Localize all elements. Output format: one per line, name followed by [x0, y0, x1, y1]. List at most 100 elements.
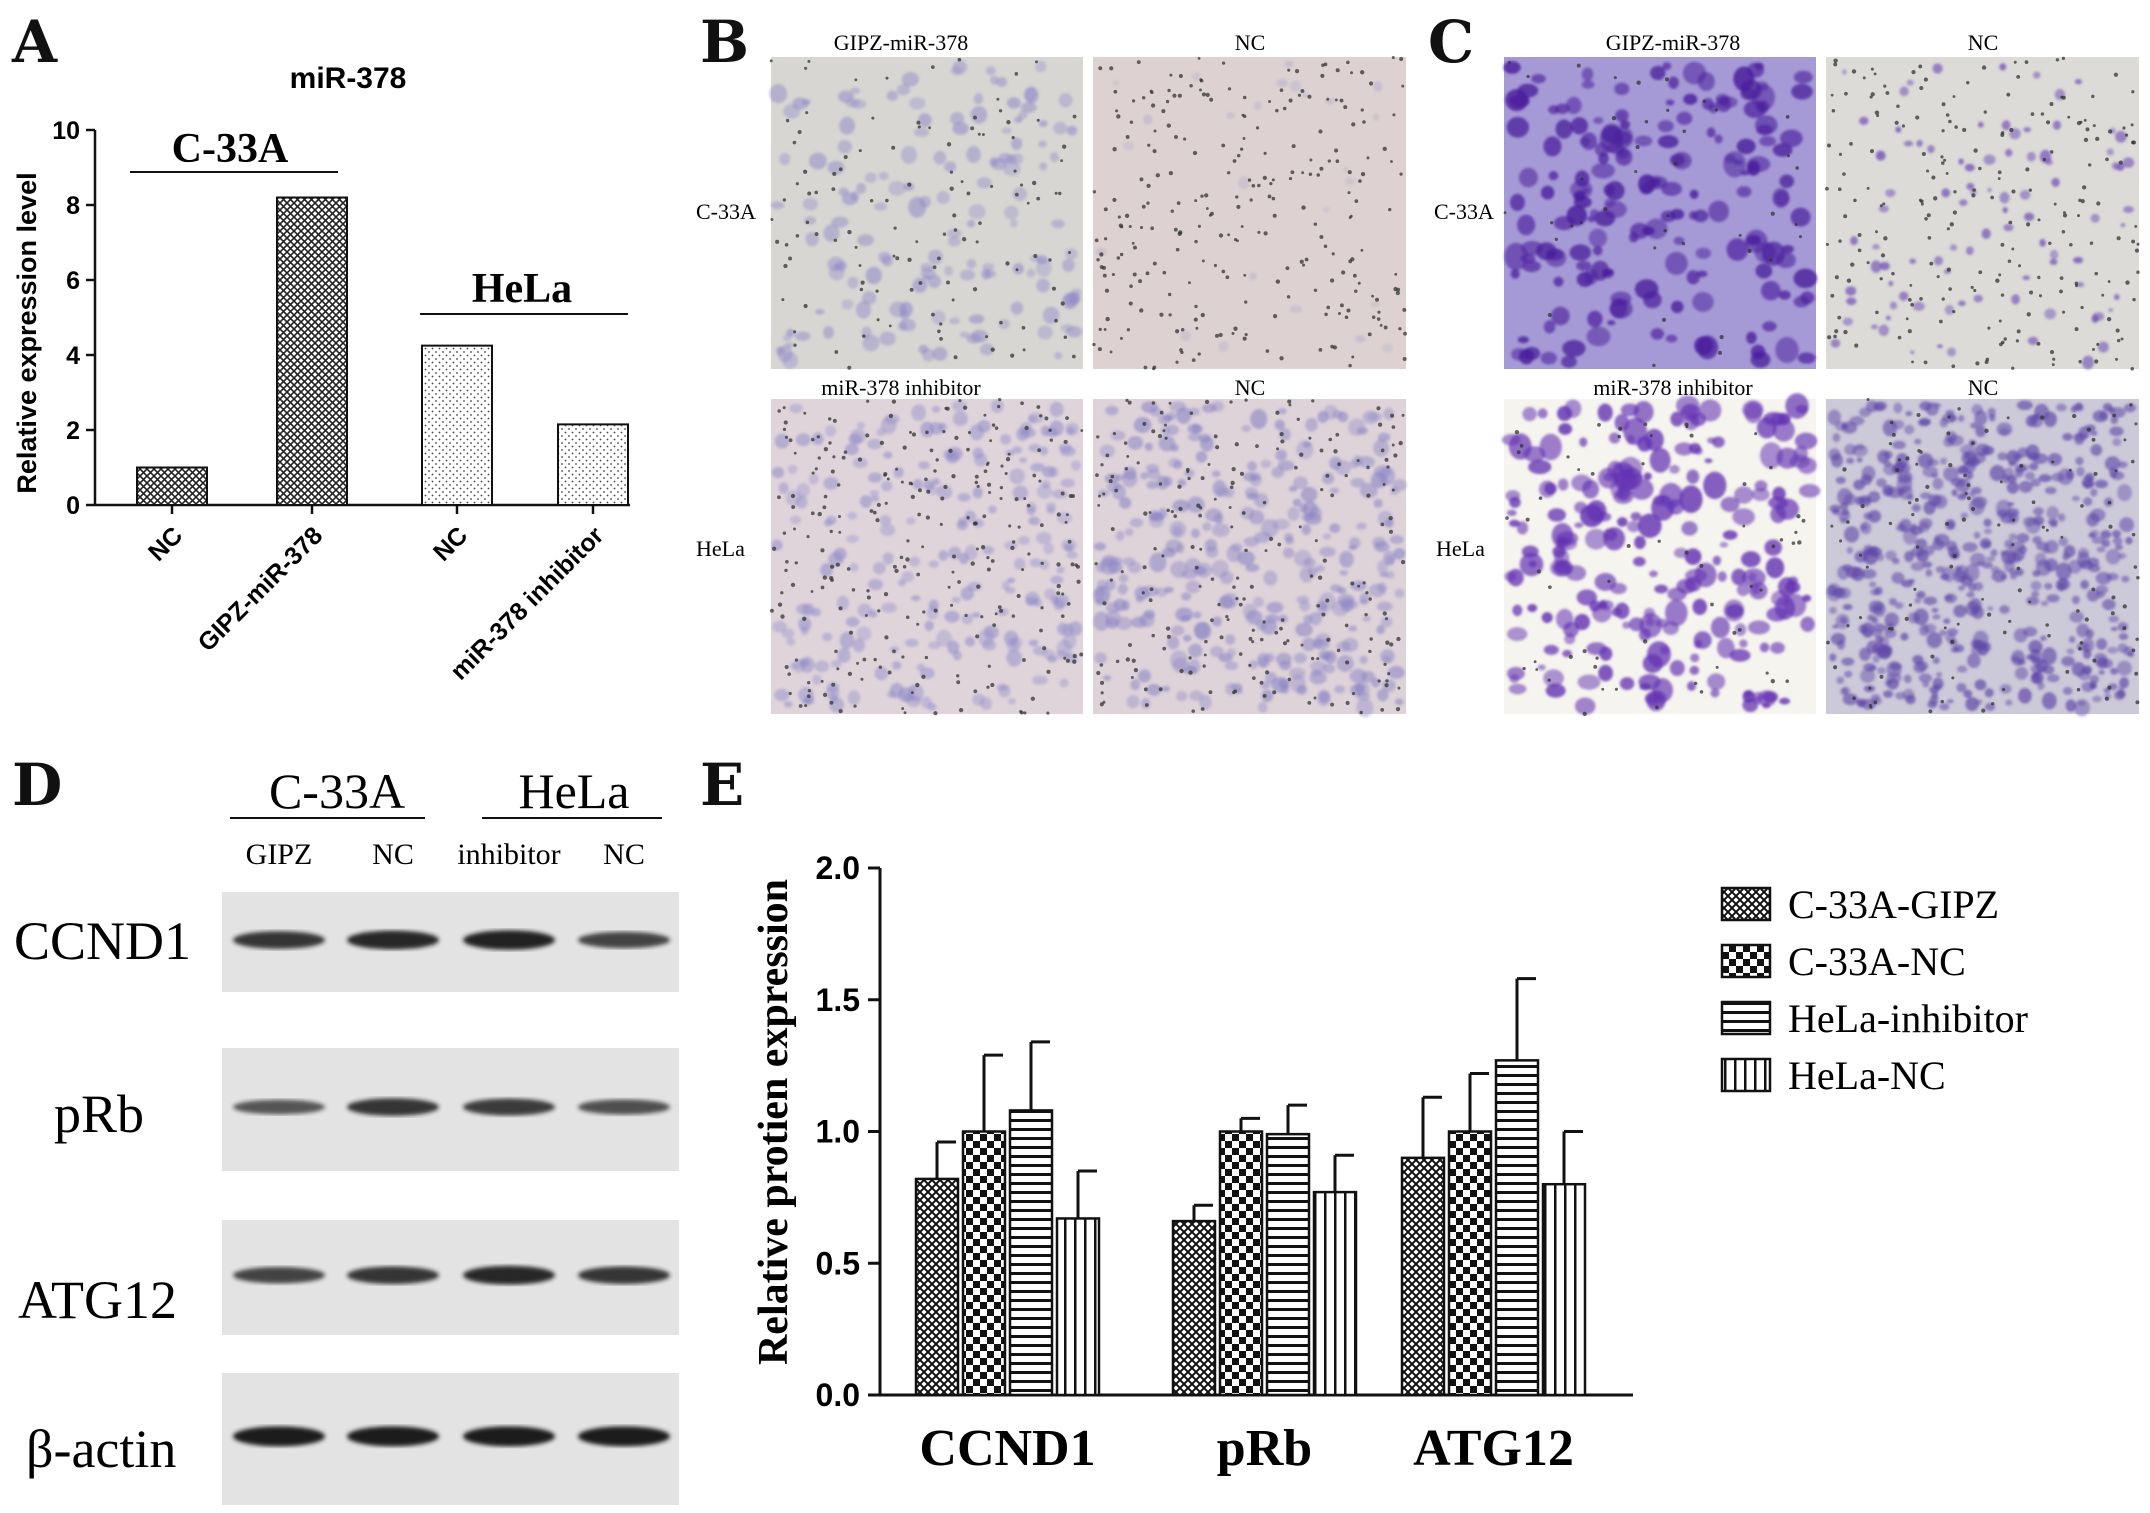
blot-strips	[222, 892, 679, 1505]
chart-a-ytick-label: 2	[66, 417, 80, 445]
chart-e-legend-label: C-33A-GIPZ	[1788, 882, 1999, 927]
chart-a-ytick-label: 0	[66, 492, 80, 520]
chart-e: Relative protien expression 0.0 0.5 1.0 1.5…	[751, 850, 2028, 1477]
chart-a-xtick-label: miR-378 inhibitor	[445, 521, 609, 685]
chart-e-xtick-label: pRb	[1217, 1420, 1312, 1477]
b-col-title-4: NC	[1235, 375, 1266, 400]
micrograph-pores	[1092, 56, 1407, 371]
micrograph-c-hela-nc	[1826, 397, 2140, 717]
b-col-title-3: miR-378 inhibitor	[821, 375, 981, 400]
micrograph-pores	[1825, 56, 2140, 371]
blot-lane-1: GIPZ	[246, 838, 313, 871]
panel-label-b: B	[700, 8, 749, 76]
micrograph-c-c33a-nc	[1825, 56, 2140, 371]
micrograph-pores	[769, 57, 1077, 370]
micrograph-background	[771, 57, 1083, 369]
micrograph-pores	[1094, 398, 1406, 715]
blot-band	[463, 1265, 555, 1285]
micrograph-cells	[769, 60, 1083, 370]
chart-e-legend-swatch	[1720, 886, 1772, 922]
chart-e-bar	[1541, 1182, 1587, 1397]
micrograph-b-c33a-nc	[1092, 56, 1407, 371]
blot-lane-2: NC	[372, 838, 414, 871]
micrograph-b-hela-nc	[1093, 398, 1407, 718]
chart-a-group-label: HeLa	[472, 266, 572, 312]
chart-a-title: miR-378	[290, 62, 407, 95]
chart-a-y-axis-label: Relative expression level	[12, 172, 42, 493]
b-row-label-2: HeLa	[696, 536, 745, 561]
chart-e-y-axis-label: Relative protien expression	[751, 879, 797, 1365]
blot-band	[347, 930, 439, 950]
chart-e-ytick-label: 1.5	[816, 982, 860, 1018]
blot-band	[463, 1098, 555, 1116]
chart-e-bar	[1265, 1132, 1311, 1397]
chart-e-ytick-label: 2.0	[816, 850, 860, 886]
c-col-title-4: NC	[1968, 375, 1999, 400]
panel-label-e: E	[700, 751, 744, 819]
panel-b-micrographs: GIPZ-miR-378 NC miR-378 inhibitor NC C-3…	[696, 30, 1407, 718]
blot-group-c33a: C-33A	[269, 763, 405, 819]
blot-group-hela: HeLa	[518, 763, 629, 819]
blot-band	[347, 1266, 439, 1284]
micrograph-cells	[1830, 63, 2135, 370]
chart-e-xtick-label: CCND1	[919, 1420, 1095, 1477]
chart-e-xtick-label: ATG12	[1413, 1420, 1574, 1477]
c-col-title-3: miR-378 inhibitor	[1593, 375, 1753, 400]
chart-a-groups: C-33A HeLa	[130, 126, 628, 315]
micrograph-background	[1826, 57, 2139, 369]
blot-band	[463, 1426, 555, 1447]
blot-band	[578, 1426, 670, 1447]
chart-e-legend: C-33A-GIPZ C-33A-NC HeLa-inhibitor HeLa-NC	[1720, 882, 2028, 1098]
chart-e-legend-label: HeLa-NC	[1788, 1053, 1946, 1098]
b-row-label-1: C-33A	[696, 199, 756, 224]
chart-e-bar	[914, 1177, 960, 1397]
chart-e-bar	[1312, 1190, 1358, 1397]
chart-a-ytick-label: 10	[52, 117, 80, 145]
chart-a-bar	[276, 196, 348, 506]
micrograph-wash	[1093, 57, 1406, 369]
panel-d-western-blot: C-33A HeLa GIPZ NC inhibitor NC CCND1 pR…	[14, 763, 679, 1505]
c-row-label-1: C-33A	[1434, 199, 1494, 224]
chart-e-bar	[1447, 1130, 1493, 1397]
chart-e-bar	[1400, 1156, 1446, 1397]
chart-e-bars	[914, 977, 1587, 1397]
micrograph-c-hela-inhibitor	[1501, 393, 1821, 716]
chart-a-xtick-label: GIPZ-miR-378	[193, 521, 329, 657]
chart-a-bars	[136, 196, 629, 506]
micrograph-cells	[1826, 400, 2137, 717]
chart-e-ytick-label: 0.0	[816, 1377, 860, 1413]
chart-a-ytick-label: 6	[66, 267, 80, 295]
blot-band	[233, 1099, 325, 1115]
chart-e-bar	[1008, 1109, 1054, 1397]
chart-e-x-ticks: CCND1 pRb ATG12	[919, 1420, 1574, 1477]
c-col-title-2: NC	[1968, 30, 1999, 55]
blot-band	[578, 1099, 670, 1115]
chart-e-bar	[1218, 1130, 1264, 1397]
chart-e-bar	[1055, 1217, 1101, 1397]
panel-label-c: C	[1428, 8, 1474, 76]
blot-band	[233, 1267, 325, 1284]
chart-a-ytick-label: 4	[66, 342, 80, 370]
micrograph-pores	[770, 398, 1084, 716]
chart-a-bar	[421, 344, 493, 506]
chart-e-legend-label: HeLa-inhibitor	[1788, 996, 2028, 1041]
chart-a-xtick-label: NC	[428, 521, 473, 566]
blot-band	[347, 1426, 439, 1447]
micrograph-c-c33a-gipz	[1503, 57, 1818, 369]
blot-band	[578, 1266, 670, 1284]
chart-a-group-label: C-33A	[172, 126, 289, 172]
blot-band	[347, 1098, 439, 1116]
chart-a: miR-378 Relative expression level 0 2 4 6 8 1…	[12, 62, 630, 686]
chart-e-legend-label: C-33A-NC	[1788, 939, 1966, 984]
blot-protein-ccnd1: CCND1	[14, 911, 191, 971]
panel-c-micrographs: GIPZ-miR-378 NC miR-378 inhibitor NC C-3…	[1434, 30, 2140, 717]
micrograph-cells	[771, 399, 1083, 713]
blot-lane-4: NC	[603, 838, 645, 871]
chart-a-xtick-label: NC	[143, 521, 188, 566]
blot-protein-atg12: ATG12	[18, 1270, 177, 1330]
micrograph-pores	[1503, 60, 1802, 368]
blot-band	[233, 1426, 325, 1447]
chart-e-bar	[961, 1130, 1007, 1397]
